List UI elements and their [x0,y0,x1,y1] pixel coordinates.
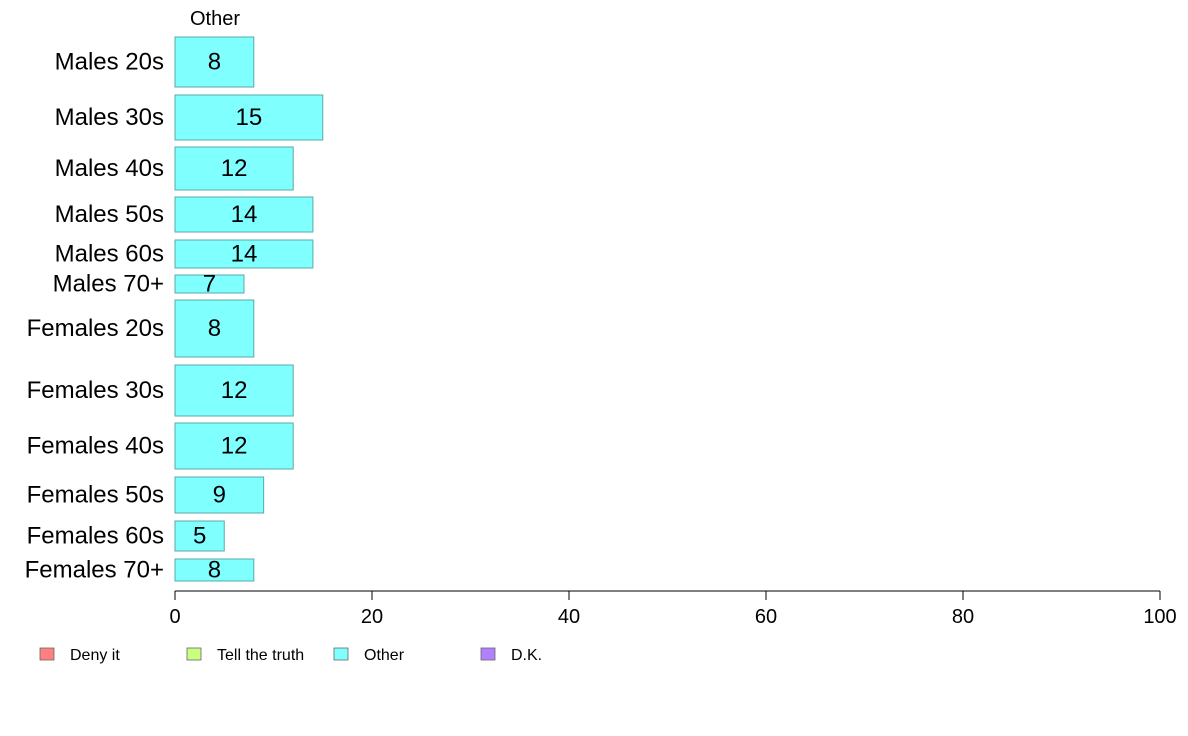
bar-value-label: 12 [221,155,248,182]
category-label: Males 70+ [53,271,164,298]
category-label: Females 70+ [25,557,164,584]
bar-value-label: 8 [208,557,221,584]
legend-label: D.K. [511,647,542,664]
bar-value-label: 8 [208,315,221,342]
bar [174,422,294,470]
bar [174,476,265,514]
bar-value-label: 15 [236,104,263,131]
legend-item: Deny it [39,647,120,664]
legend: Deny it Tell the truth Other D.K. [39,647,542,664]
legend-swatch [480,647,496,661]
bar [174,196,314,233]
legend-label: Other [364,647,405,664]
category-labels: Males 20s Males 30s Males 40s Males 50s Male… [25,49,164,584]
bar-value-label: 5 [193,523,206,550]
bar [174,299,255,358]
bar [174,274,245,294]
category-label: Females 20s [27,315,164,342]
bar [174,364,294,417]
legend-item: D.K. [480,647,542,664]
x-tick-label: 40 [558,606,580,628]
category-label: Males 60s [55,241,164,268]
legend-label: Tell the truth [217,647,304,664]
bar-value-label: 12 [221,377,248,404]
category-label: Females 30s [27,377,164,404]
bar-value-label: 8 [208,49,221,76]
x-tick-label: 20 [361,606,383,628]
category-label: Females 60s [27,523,164,550]
bar-value-label: 14 [231,201,258,228]
category-label: Males 50s [55,201,164,228]
category-label: Males 40s [55,155,164,182]
panel-title: Other [190,8,240,30]
bar-value-label: 14 [231,241,258,268]
bar [174,558,255,582]
legend-swatch [333,647,349,661]
bar [174,520,225,552]
legend-swatch [39,647,55,661]
bar-value-label: 12 [221,433,248,460]
legend-label: Deny it [70,647,120,664]
legend-swatch [186,647,202,661]
bar-value-label: 7 [203,271,216,298]
legend-item: Other [333,647,405,664]
category-label: Females 40s [27,433,164,460]
x-tick-label: 60 [755,606,777,628]
bar [174,36,255,88]
bar-value-label: 9 [213,482,226,509]
bar [174,239,314,269]
category-label: Males 30s [55,104,164,131]
x-tick-label: 80 [952,606,974,628]
x-tick-label: 0 [169,606,180,628]
category-label: Males 20s [55,49,164,76]
legend-item: Tell the truth [186,647,304,664]
bar [174,146,294,191]
x-axis: 0 20 40 60 80 100 [169,590,1177,628]
bar [174,94,324,141]
category-label: Females 50s [27,482,164,509]
x-tick-label: 100 [1143,606,1176,628]
